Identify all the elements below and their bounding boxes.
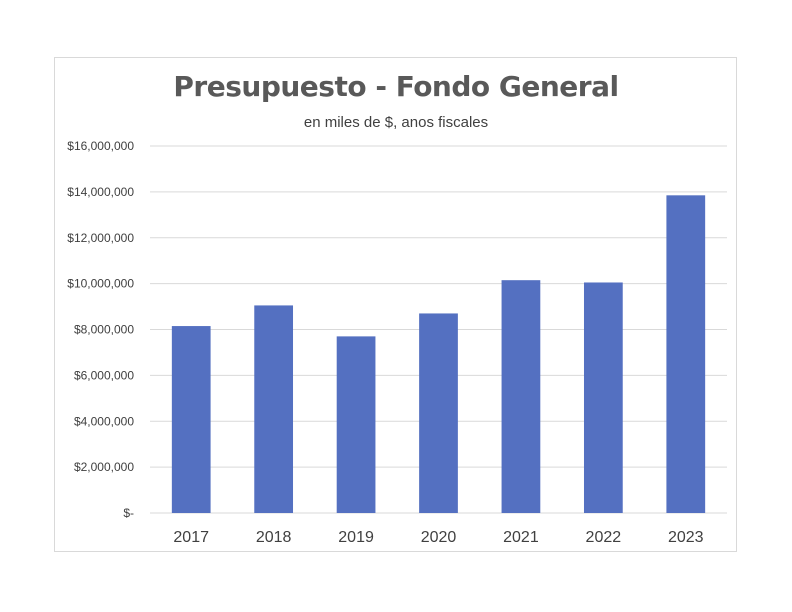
x-tick-label: 2019 xyxy=(338,529,374,546)
bar xyxy=(501,280,541,513)
y-tick-label: $4,000,000 xyxy=(74,414,134,428)
chart-subtitle: en miles de $, anos fiscales xyxy=(303,114,489,131)
bar xyxy=(171,326,211,513)
x-tick-label: 2020 xyxy=(421,529,457,546)
x-tick-label: 2021 xyxy=(503,529,539,546)
x-tick-label: 2018 xyxy=(256,529,292,546)
y-tick-label: $16,000,000 xyxy=(67,139,134,153)
y-tick-label: $12,000,000 xyxy=(67,231,134,245)
bar xyxy=(666,195,706,514)
y-tick-label: $2,000,000 xyxy=(74,460,134,474)
y-tick-label: $14,000,000 xyxy=(67,185,134,199)
x-tick-label: 2022 xyxy=(586,529,622,546)
chart-frame xyxy=(54,57,737,552)
x-tick-label: 2023 xyxy=(668,529,704,546)
bar xyxy=(583,282,623,513)
chart-title: Presupuesto - Fondo General xyxy=(173,70,619,103)
y-tick-label: $6,000,000 xyxy=(74,368,134,382)
y-tick-label: $8,000,000 xyxy=(74,323,134,337)
y-tick-label: $- xyxy=(123,506,134,520)
bar xyxy=(419,313,458,513)
bar xyxy=(336,336,376,513)
x-tick-label: 2017 xyxy=(173,529,209,546)
bar xyxy=(254,305,294,513)
y-tick-label: $10,000,000 xyxy=(67,277,134,291)
